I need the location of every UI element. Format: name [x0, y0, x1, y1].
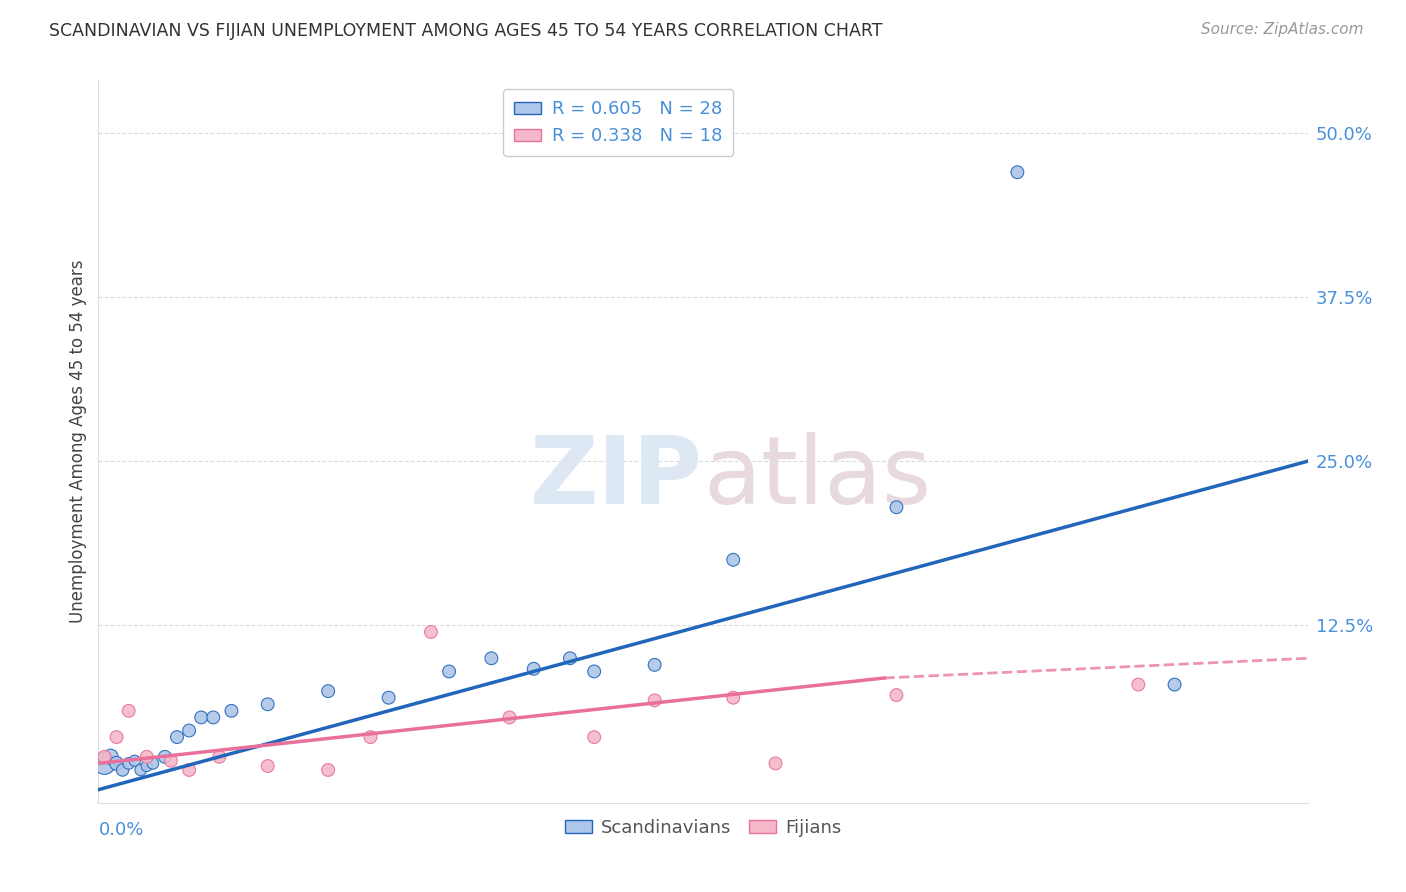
Legend: Scandinavians, Fijians: Scandinavians, Fijians — [557, 812, 849, 845]
Point — [118, 704, 141, 718]
Point — [135, 749, 157, 764]
Point — [1163, 677, 1185, 691]
Point — [1007, 165, 1029, 179]
Point — [221, 704, 243, 718]
Y-axis label: Unemployment Among Ages 45 to 54 years: Unemployment Among Ages 45 to 54 years — [69, 260, 87, 624]
Point — [93, 749, 115, 764]
Point — [360, 730, 382, 744]
Point — [111, 763, 134, 777]
Point — [420, 625, 443, 640]
Text: 0.0%: 0.0% — [98, 821, 143, 838]
Point — [160, 754, 183, 768]
Point — [723, 690, 745, 705]
Point — [105, 756, 128, 771]
Point — [100, 749, 122, 764]
Point — [129, 763, 152, 777]
Point — [437, 665, 460, 679]
Point — [1128, 677, 1150, 691]
Point — [644, 657, 666, 672]
Point — [208, 749, 231, 764]
Point — [316, 763, 339, 777]
Point — [142, 756, 165, 771]
Point — [166, 730, 188, 744]
Point — [118, 756, 141, 771]
Point — [523, 662, 546, 676]
Point — [644, 693, 666, 707]
Point — [124, 754, 146, 768]
Point — [886, 688, 908, 702]
Point — [135, 759, 157, 773]
Point — [583, 665, 606, 679]
Point — [190, 710, 212, 724]
Point — [179, 723, 201, 738]
Point — [316, 684, 339, 698]
Point — [93, 756, 115, 771]
Point — [723, 553, 745, 567]
Point — [583, 730, 606, 744]
Text: SCANDINAVIAN VS FIJIAN UNEMPLOYMENT AMONG AGES 45 TO 54 YEARS CORRELATION CHART: SCANDINAVIAN VS FIJIAN UNEMPLOYMENT AMON… — [49, 22, 883, 40]
Point — [481, 651, 503, 665]
Point — [202, 710, 225, 724]
Point — [498, 710, 520, 724]
Point — [765, 756, 787, 771]
Point — [377, 690, 399, 705]
Point — [153, 749, 176, 764]
Point — [256, 759, 278, 773]
Point — [558, 651, 581, 665]
Point — [179, 763, 201, 777]
Point — [886, 500, 908, 515]
Text: Source: ZipAtlas.com: Source: ZipAtlas.com — [1201, 22, 1364, 37]
Point — [256, 698, 278, 712]
Text: atlas: atlas — [703, 432, 931, 524]
Text: ZIP: ZIP — [530, 432, 703, 524]
Point — [105, 730, 128, 744]
